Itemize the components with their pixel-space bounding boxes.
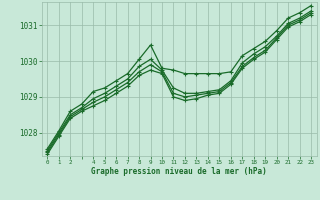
X-axis label: Graphe pression niveau de la mer (hPa): Graphe pression niveau de la mer (hPa) <box>91 167 267 176</box>
